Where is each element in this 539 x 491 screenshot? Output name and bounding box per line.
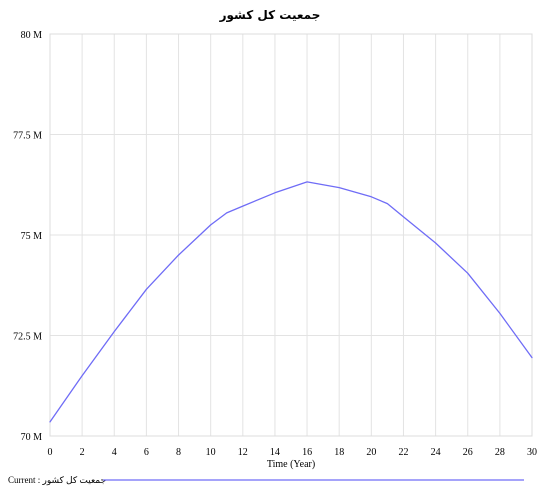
- y-tick-label: 70 M: [21, 432, 43, 443]
- plot-frame: [49, 33, 533, 437]
- data-point: [435, 242, 437, 244]
- x-tick-label: 0: [48, 447, 53, 458]
- data-point: [306, 181, 308, 183]
- data-point: [210, 224, 212, 226]
- y-tick-label: 80 M: [21, 30, 43, 41]
- data-point: [242, 205, 244, 207]
- data-point: [49, 421, 51, 423]
- chart-title: جمعیت کل کشور: [219, 8, 321, 23]
- legend: جمعیت کل کشور : Current: [8, 475, 524, 485]
- series-layer: [49, 181, 533, 423]
- x-tick-label: 6: [144, 447, 149, 458]
- x-tick-label: 2: [80, 447, 85, 458]
- x-tick-label: 18: [334, 447, 344, 458]
- x-tick-label: 22: [398, 447, 408, 458]
- data-point: [499, 313, 501, 315]
- x-tick-label: 24: [431, 447, 441, 458]
- data-point: [81, 375, 83, 377]
- data-point: [467, 272, 469, 274]
- x-tick-label: 26: [463, 447, 473, 458]
- data-point: [531, 357, 533, 359]
- x-tick-label: 8: [176, 447, 181, 458]
- data-point: [146, 289, 148, 291]
- x-axis: 0 2 4 6 8 10 12 14 16 18 20 22 24 26 28 30: [48, 447, 538, 458]
- x-tick-label: 10: [206, 447, 216, 458]
- data-point: [178, 254, 180, 256]
- y-tick-label: 75 M: [21, 231, 43, 242]
- x-axis-label: Time (Year): [267, 459, 315, 470]
- data-point: [387, 203, 389, 205]
- data-point: [114, 331, 116, 333]
- x-tick-label: 4: [112, 447, 117, 458]
- x-tick-label: 20: [366, 447, 376, 458]
- data-point: [403, 216, 405, 218]
- legend-label: جمعیت کل کشور : Current: [8, 475, 106, 485]
- y-tick-label: 72.5 M: [13, 332, 42, 343]
- data-point: [274, 192, 276, 194]
- data-point: [338, 187, 340, 189]
- x-tick-label: 30: [527, 447, 537, 458]
- y-tick-label: 77.5 M: [13, 131, 42, 142]
- x-tick-label: 14: [270, 447, 280, 458]
- data-point: [371, 196, 373, 198]
- data-point: [226, 212, 228, 214]
- y-axis: 70 M 72.5 M 75 M 77.5 M 80 M: [13, 30, 42, 443]
- x-tick-label: 16: [302, 447, 312, 458]
- series-line-current: [49, 181, 533, 423]
- x-tick-label: 12: [238, 447, 248, 458]
- x-tick-label: 28: [495, 447, 505, 458]
